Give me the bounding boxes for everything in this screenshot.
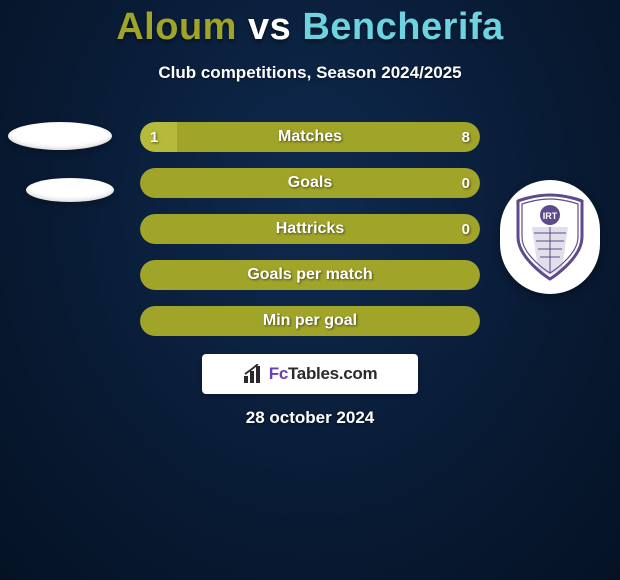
stat-row-matches: Matches1 8 (140, 122, 480, 152)
stat-value-right: 8 (462, 122, 470, 152)
player-left-name: Aloum (116, 6, 237, 48)
shield-icon: IRT (512, 193, 588, 281)
stat-label: Hattricks (140, 214, 480, 244)
stat-row-goals: Goals0 (140, 168, 480, 198)
bars-icon (243, 364, 265, 384)
page-title: Aloum vs Bencherifa (0, 0, 620, 49)
stat-row-min-per-goal: Min per goal (140, 306, 480, 336)
stat-value-left: 1 (150, 122, 158, 152)
comparison-chart: Matches18Goals0Hattricks0Goals per match… (140, 122, 480, 352)
footer-brand[interactable]: FcTables.com (202, 354, 418, 394)
stat-value-right: 0 (462, 168, 470, 198)
club-badge: IRT (500, 180, 600, 294)
stat-label: Min per goal (140, 306, 480, 336)
fctables-logo: FcTables.com (243, 364, 378, 384)
vs-separator: vs (248, 6, 291, 48)
stat-label: Goals (140, 168, 480, 198)
brand-text: FcTables.com (269, 364, 378, 384)
stat-row-hattricks: Hattricks0 (140, 214, 480, 244)
player-oval-1 (26, 178, 114, 202)
date-text: 28 october 2024 (0, 408, 620, 428)
player-right-name: Bencherifa (302, 6, 503, 48)
stat-label: Matches (140, 122, 480, 152)
stat-value-right: 0 (462, 214, 470, 244)
subtitle: Club competitions, Season 2024/2025 (0, 63, 620, 83)
stat-label: Goals per match (140, 260, 480, 290)
player-oval-0 (8, 122, 112, 150)
badge-letters: IRT (543, 211, 558, 221)
stat-row-goals-per-match: Goals per match (140, 260, 480, 290)
